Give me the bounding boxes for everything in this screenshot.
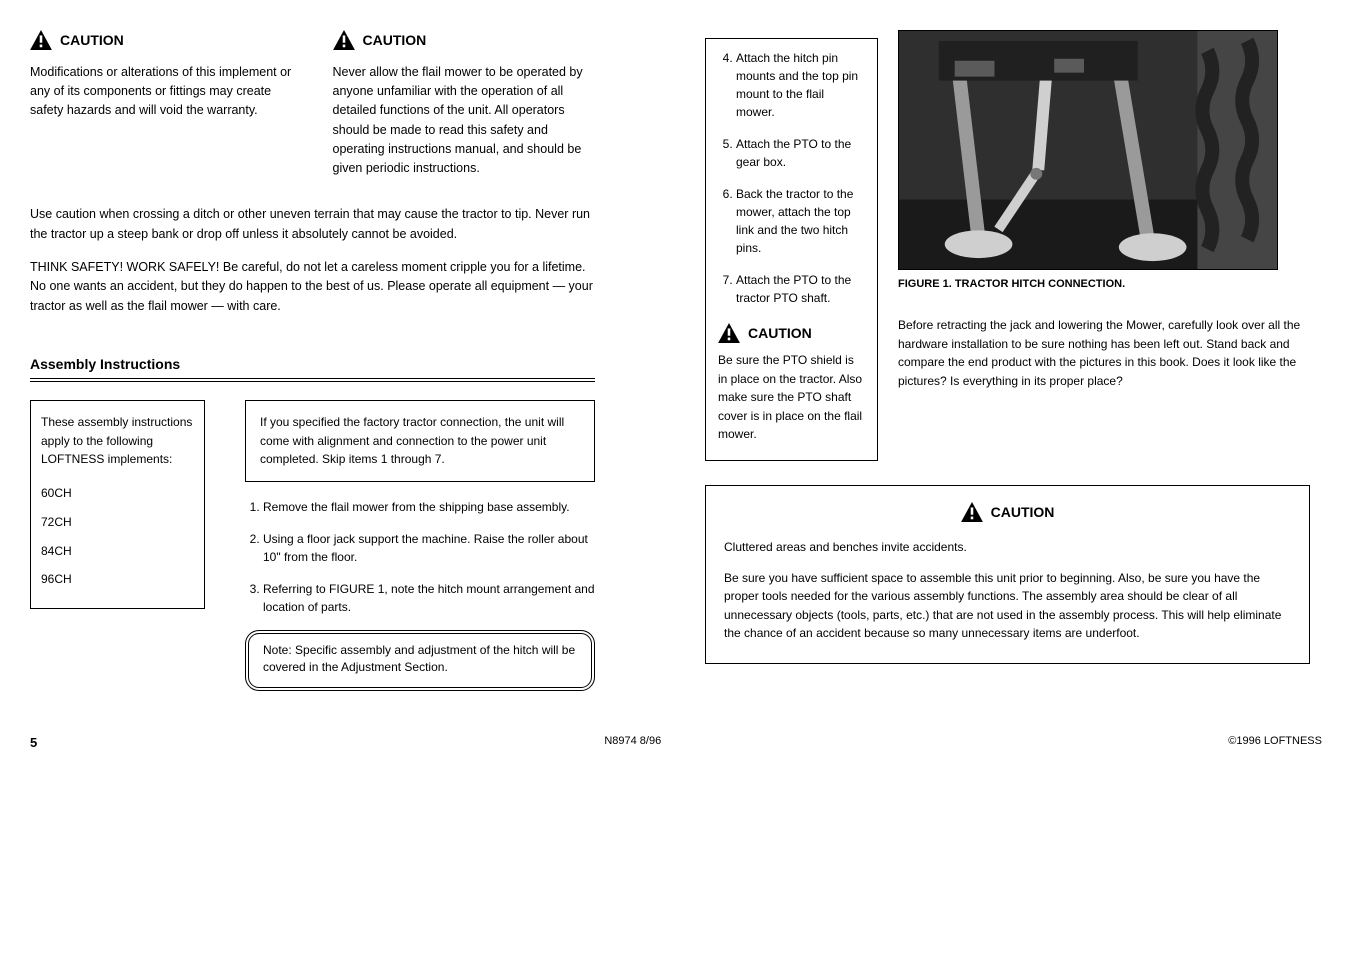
- post-jack-check: Before retracting the jack and lowering …: [898, 316, 1310, 390]
- implement-item: 60CH: [41, 479, 194, 508]
- section-heading-assembly: Assembly Instructions: [30, 356, 595, 372]
- assembly-step: Attach the PTO to the gear box.: [736, 135, 865, 171]
- caution-block-unfamiliar: CAUTION Never allow the flail mower to b…: [333, 30, 596, 193]
- figure-caption: FIGURE 1. TRACTOR HITCH CONNECTION.: [898, 278, 1310, 290]
- assembly-step: Referring to FIGURE 1, note the hitch mo…: [263, 580, 595, 616]
- body-para-terrain: Use caution when crossing a ditch or oth…: [30, 205, 595, 244]
- caution-text: Cluttered areas and benches invite accid…: [724, 538, 1291, 557]
- assembly-step: Remove the flail mower from the shipping…: [263, 498, 595, 516]
- hitch-photo: [898, 30, 1278, 270]
- copyright: ©1996 LOFTNESS: [1228, 735, 1322, 750]
- caution-block-modifications: CAUTION Modifications or alterations of …: [30, 30, 293, 193]
- left-column: CAUTION Modifications or alterations of …: [30, 30, 595, 691]
- double-rule: [30, 378, 595, 382]
- implement-item: 96CH: [41, 565, 194, 594]
- hitch-note: Note: Specific assembly and adjustment o…: [245, 630, 595, 691]
- warning-triangle-icon: [718, 323, 740, 343]
- caution-row: CAUTION Modifications or alterations of …: [30, 30, 595, 193]
- warning-triangle-icon: [30, 30, 52, 50]
- implements-intro: These assembly instructions apply to the…: [41, 413, 194, 469]
- implement-item: 84CH: [41, 537, 194, 566]
- assembly-steps-list: Remove the flail mower from the shipping…: [245, 498, 595, 616]
- assembly-step: Attach the hitch pin mounts and the top …: [736, 49, 865, 121]
- caution-heading: CAUTION: [60, 32, 124, 48]
- assembly-right-subcolumn: If you specified the factory tractor con…: [245, 400, 595, 691]
- assembly-step: Back the tractor to the mower, attach th…: [736, 185, 865, 257]
- warning-triangle-icon: [333, 30, 355, 50]
- body-para-think-safety: THINK SAFETY! WORK SAFELY! Be careful, d…: [30, 258, 595, 316]
- warning-triangle-icon: [961, 502, 983, 522]
- caution-heading: CAUTION: [991, 504, 1055, 520]
- assembly-step: Attach the PTO to the tractor PTO shaft.: [736, 271, 865, 307]
- right-column: Attach the hitch pin mounts and the top …: [705, 30, 1310, 691]
- caution-heading: CAUTION: [363, 32, 427, 48]
- implements-list-box: These assembly instructions apply to the…: [30, 400, 205, 609]
- steps-continuation-box: Attach the hitch pin mounts and the top …: [705, 38, 878, 461]
- page-number: 5: [30, 735, 37, 750]
- page-footer: 5 N8974 8/96 ©1996 LOFTNESS: [30, 735, 1322, 750]
- caution-text: Never allow the flail mower to be operat…: [333, 63, 596, 179]
- caution-text: Be sure you have sufficient space to ass…: [724, 569, 1291, 643]
- caution-text: Modifications or alterations of this imp…: [30, 63, 293, 121]
- assembly-step: Using a floor jack support the machine. …: [263, 530, 595, 566]
- doc-ref: N8974 8/96: [604, 735, 661, 750]
- caution-heading: CAUTION: [748, 325, 812, 341]
- factory-connection-note: If you specified the factory tractor con…: [245, 400, 595, 482]
- clutter-caution-box: CAUTION Cluttered areas and benches invi…: [705, 485, 1310, 664]
- pto-shield-caution: Be sure the PTO shield is in place on th…: [718, 351, 865, 444]
- implement-item: 72CH: [41, 508, 194, 537]
